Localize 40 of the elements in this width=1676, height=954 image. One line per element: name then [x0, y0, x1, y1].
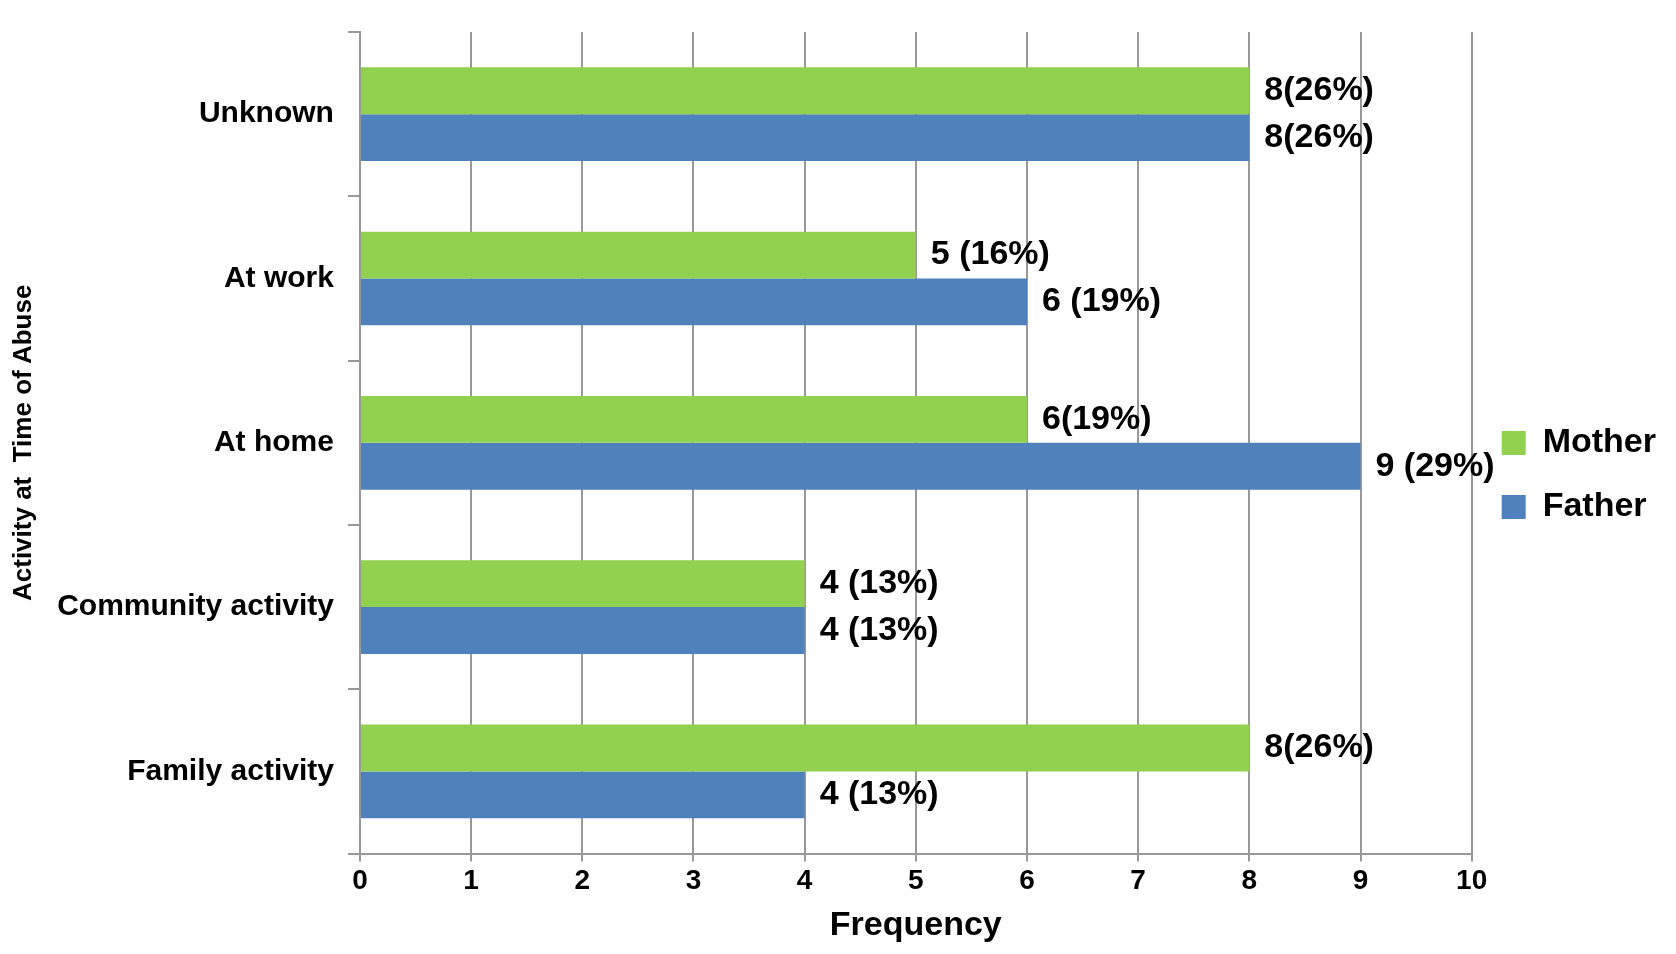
x-tick-label: 7	[1130, 864, 1146, 896]
bar	[360, 771, 805, 819]
legend-label: Father	[1542, 485, 1647, 524]
x-tick-label: 10	[1456, 864, 1488, 896]
x-tick-label: 4	[796, 864, 813, 896]
bar	[360, 231, 916, 279]
x-axis-title: Frequency	[829, 903, 1002, 942]
data-label: 8(26%)	[1264, 115, 1374, 154]
bar	[360, 724, 1250, 772]
y-axis-title: Activity at Time of Abuse	[6, 284, 37, 601]
data-label: 4 (13%)	[819, 773, 939, 812]
x-tick-label: 8	[1241, 864, 1258, 896]
x-tick-label: 2	[574, 864, 591, 896]
x-tick-label: 9	[1352, 864, 1369, 896]
bar	[360, 607, 805, 654]
y-tick-label: At work	[223, 259, 335, 293]
x-tick-label: 0	[352, 864, 368, 896]
data-label: 9 (29%)	[1375, 444, 1495, 483]
y-tick-label: Community activity	[57, 588, 335, 622]
x-tick-label: 6	[1019, 864, 1035, 896]
bar	[360, 560, 805, 608]
data-label: 6 (19%)	[1041, 280, 1162, 319]
data-label: 8(26%)	[1264, 69, 1374, 108]
bar	[360, 278, 1027, 326]
bar	[360, 395, 1027, 443]
y-tick-label: Unknown	[198, 95, 334, 129]
data-label: 5 (16%)	[930, 233, 1050, 272]
bar	[360, 442, 1361, 490]
bar	[360, 67, 1250, 115]
x-tick-label: 5	[908, 864, 924, 896]
y-tick-label: At home	[213, 424, 334, 458]
data-label: 8(26%)	[1264, 726, 1374, 765]
x-tick-label: 3	[685, 864, 702, 896]
x-tick-label: 1	[463, 864, 479, 896]
data-label: 6(19%)	[1041, 397, 1152, 436]
data-label: 4 (13%)	[819, 562, 939, 601]
data-label: 4 (13%)	[819, 608, 939, 647]
bar	[360, 114, 1250, 161]
legend-label: Mother	[1542, 421, 1657, 460]
y-tick-label: Family activity	[127, 752, 335, 786]
